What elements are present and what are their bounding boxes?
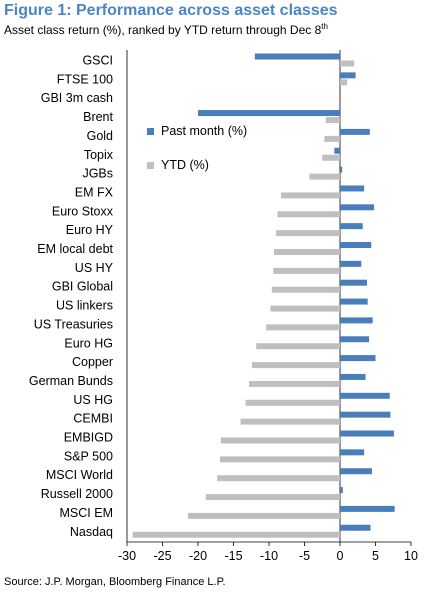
category-label: Euro HY	[66, 223, 114, 237]
category-label: MSCI EM	[60, 506, 113, 520]
x-tick-label: -10	[260, 549, 278, 563]
bar-past-month	[334, 147, 340, 154]
category-label: Copper	[72, 355, 113, 369]
bar-past-month	[340, 411, 391, 418]
x-tick-label: -20	[189, 549, 207, 563]
bar-past-month	[340, 487, 343, 494]
category-label: EM FX	[75, 185, 114, 199]
bar-ytd	[309, 173, 340, 180]
bar-ytd	[188, 512, 340, 519]
bar-past-month	[340, 317, 373, 324]
bar-past-month	[340, 204, 375, 211]
x-tick-label: -30	[118, 549, 136, 563]
bar-past-month	[340, 449, 365, 456]
category-label: Euro Stoxx	[52, 204, 114, 218]
category-label: US linkers	[56, 299, 113, 313]
category-label: Gold	[87, 129, 113, 143]
bar-ytd	[281, 192, 340, 199]
bar-past-month	[340, 166, 343, 173]
bar-past-month	[340, 72, 356, 79]
category-label: S&P 500	[64, 449, 113, 463]
subtitle-superscript: th	[321, 22, 328, 31]
category-label: JGBs	[82, 167, 113, 181]
category-label: MSCI World	[46, 468, 113, 482]
category-label: CEMBI	[73, 412, 113, 426]
bar-ytd	[240, 418, 340, 425]
category-label: EMBIGD	[64, 431, 113, 445]
bar-past-month	[340, 392, 390, 399]
bar-ytd	[220, 437, 340, 444]
bar-ytd	[325, 117, 340, 124]
legend-label-ytd: YTD (%)	[161, 158, 209, 172]
bar-past-month	[340, 430, 394, 437]
bar-past-month	[340, 128, 370, 135]
source-note: Source: J.P. Morgan, Bloomberg Finance L…	[4, 576, 226, 588]
category-label: GSCI	[82, 54, 113, 68]
x-tick-label: -15	[224, 549, 242, 563]
bar-ytd	[271, 286, 340, 293]
bar-past-month	[340, 373, 366, 380]
x-tick-label: 10	[404, 549, 418, 563]
category-label: Nasdaq	[70, 525, 113, 539]
bar-past-month	[340, 355, 376, 362]
bar-ytd	[273, 249, 340, 255]
bar-ytd	[245, 399, 340, 406]
x-tick-label: -25	[153, 549, 171, 563]
bar-past-month	[340, 279, 367, 286]
page-title: Figure 1: Performance across asset class…	[4, 2, 338, 19]
bar-ytd	[324, 135, 340, 142]
bar-past-month	[340, 185, 365, 192]
bar-past-month	[254, 53, 340, 60]
legend-label-past-month: Past month (%)	[161, 124, 247, 138]
legend-swatch-ytd	[147, 162, 154, 169]
x-tick-label: -5	[299, 549, 310, 563]
category-label: US HY	[75, 261, 114, 275]
bar-ytd	[266, 324, 340, 331]
bar-ytd	[276, 230, 340, 237]
legend-swatch-past-month	[147, 128, 154, 135]
bar-ytd	[132, 531, 340, 538]
category-label: US Treasuries	[34, 317, 113, 331]
category-label: GBI Global	[52, 280, 113, 294]
x-tick-label: 0	[337, 549, 344, 563]
bar-ytd	[205, 494, 340, 501]
bar-ytd	[277, 211, 340, 218]
category-label: Brent	[83, 110, 113, 124]
bar-past-month	[340, 524, 371, 531]
bar-past-month	[340, 223, 363, 230]
category-label: GBI 3m cash	[41, 91, 113, 105]
category-label: FTSE 100	[57, 72, 113, 86]
bar-ytd	[340, 79, 348, 86]
bar-ytd	[256, 343, 340, 350]
subtitle: Asset class return (%), ranked by YTD re…	[4, 22, 328, 37]
bar-ytd	[251, 362, 340, 369]
category-label: Topix	[84, 148, 114, 162]
category-label: German Bunds	[29, 374, 113, 388]
category-label: EM local debt	[37, 242, 113, 256]
category-label: Euro HG	[64, 336, 113, 350]
bar-past-month	[340, 505, 395, 512]
bar-past-month	[340, 242, 372, 248]
bar-past-month	[340, 336, 370, 343]
bar-past-month	[340, 260, 362, 267]
bar-ytd	[270, 305, 340, 312]
subtitle-text: Asset class return (%), ranked by YTD re…	[4, 23, 322, 37]
category-label: US HG	[73, 393, 113, 407]
bar-past-month	[340, 298, 368, 305]
bar-ytd	[340, 60, 355, 67]
bar-ytd	[217, 475, 340, 482]
bar-past-month	[340, 468, 372, 475]
bar-past-month	[198, 110, 340, 117]
bar-ytd	[249, 380, 340, 387]
x-tick-label: 5	[372, 549, 379, 563]
bar-ytd	[322, 154, 340, 161]
bar-ytd	[220, 456, 340, 463]
category-label: Russell 2000	[41, 487, 113, 501]
bar-ytd	[273, 267, 340, 274]
